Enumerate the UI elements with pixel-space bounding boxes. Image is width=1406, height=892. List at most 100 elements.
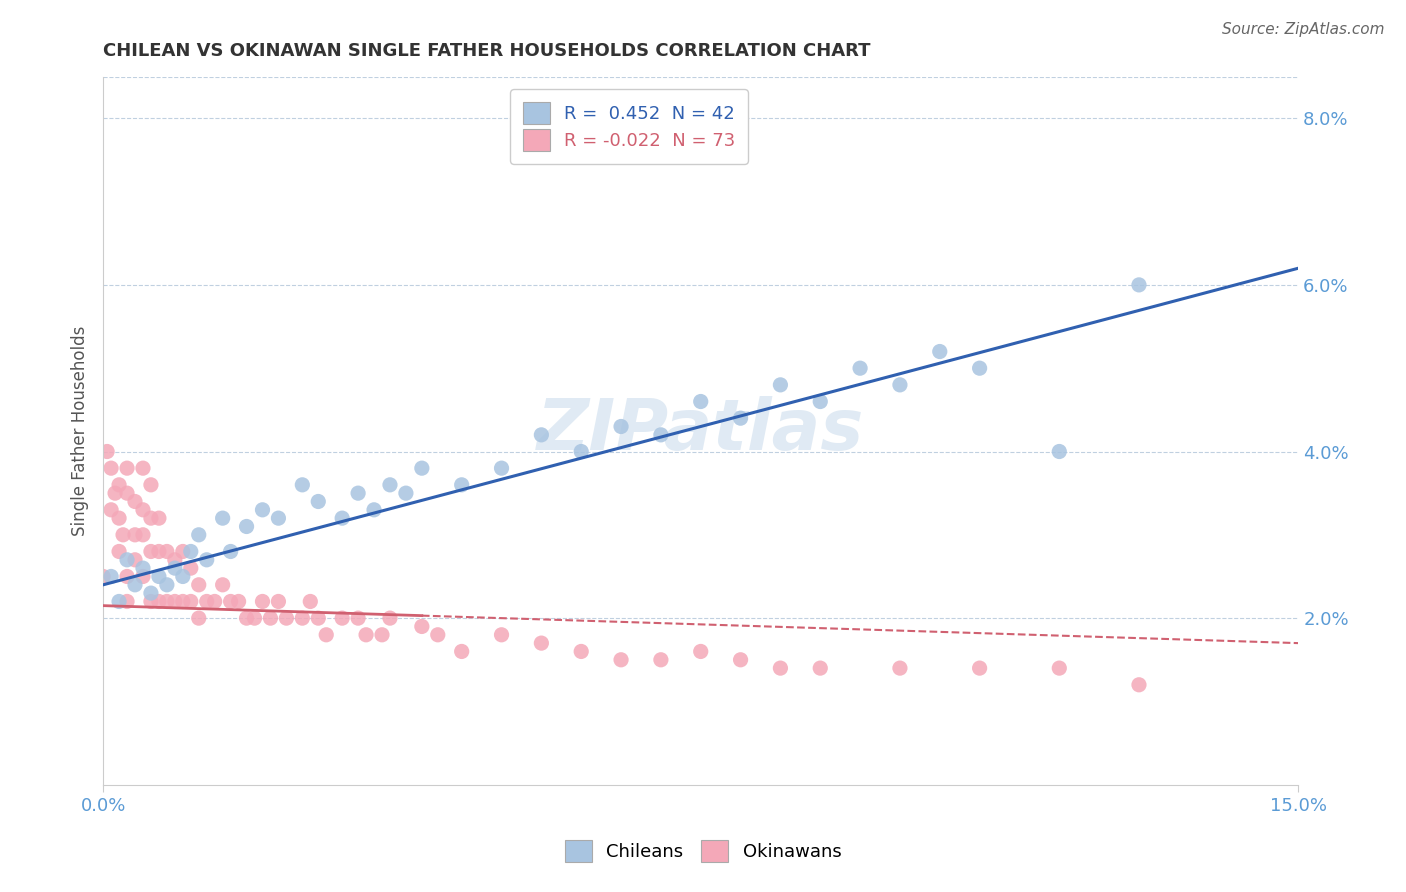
Point — [115, 569, 138, 583]
Point — [769, 377, 792, 392]
Point — [808, 661, 831, 675]
Point — [299, 594, 322, 608]
Point — [450, 478, 472, 492]
Point — [115, 553, 138, 567]
Point — [108, 511, 131, 525]
Point — [291, 478, 314, 492]
Point — [187, 528, 209, 542]
Point — [450, 644, 472, 658]
Point — [139, 511, 162, 525]
Point — [354, 628, 377, 642]
Point — [132, 528, 155, 542]
Point — [156, 544, 179, 558]
Point — [235, 519, 257, 533]
Point — [124, 553, 146, 567]
Point — [411, 619, 433, 633]
Point — [187, 578, 209, 592]
Point — [491, 628, 513, 642]
Point — [307, 494, 329, 508]
Point — [211, 578, 233, 592]
Point — [1128, 678, 1150, 692]
Point — [291, 611, 314, 625]
Point — [219, 594, 242, 608]
Point — [115, 486, 138, 500]
Point — [378, 478, 401, 492]
Point — [347, 486, 370, 500]
Point — [1047, 661, 1070, 675]
Point — [889, 661, 911, 675]
Point — [259, 611, 281, 625]
Point — [148, 544, 170, 558]
Point — [491, 461, 513, 475]
Point — [769, 661, 792, 675]
Point — [180, 561, 202, 575]
Point — [163, 594, 186, 608]
Point — [1047, 444, 1070, 458]
Point — [172, 594, 194, 608]
Point — [187, 611, 209, 625]
Point — [195, 594, 218, 608]
Point — [180, 594, 202, 608]
Point — [132, 561, 155, 575]
Point — [139, 544, 162, 558]
Point — [112, 528, 135, 542]
Point — [1128, 277, 1150, 292]
Point — [928, 344, 950, 359]
Point — [180, 544, 202, 558]
Point — [172, 544, 194, 558]
Point — [91, 569, 114, 583]
Point — [108, 478, 131, 492]
Point — [650, 653, 672, 667]
Point — [395, 486, 418, 500]
Point — [96, 444, 118, 458]
Point — [330, 611, 353, 625]
Point — [132, 503, 155, 517]
Point — [156, 594, 179, 608]
Point — [100, 569, 122, 583]
Y-axis label: Single Father Households: Single Father Households — [72, 326, 89, 536]
Point — [115, 594, 138, 608]
Point — [139, 586, 162, 600]
Point — [132, 569, 155, 583]
Point — [276, 611, 298, 625]
Point — [610, 653, 633, 667]
Point — [219, 544, 242, 558]
Point — [530, 636, 553, 650]
Point — [252, 594, 274, 608]
Point — [730, 653, 752, 667]
Point — [371, 628, 394, 642]
Point — [108, 594, 131, 608]
Point — [689, 644, 711, 658]
Point — [330, 511, 353, 525]
Point — [569, 444, 592, 458]
Point — [235, 611, 257, 625]
Point — [228, 594, 250, 608]
Point — [172, 569, 194, 583]
Point — [243, 611, 266, 625]
Point — [849, 361, 872, 376]
Point — [211, 511, 233, 525]
Point — [569, 644, 592, 658]
Point — [267, 511, 290, 525]
Point — [363, 503, 385, 517]
Point — [148, 594, 170, 608]
Point — [132, 461, 155, 475]
Point — [156, 578, 179, 592]
Point — [108, 544, 131, 558]
Point — [347, 611, 370, 625]
Point — [148, 569, 170, 583]
Point — [139, 594, 162, 608]
Text: CHILEAN VS OKINAWAN SINGLE FATHER HOUSEHOLDS CORRELATION CHART: CHILEAN VS OKINAWAN SINGLE FATHER HOUSEH… — [103, 42, 870, 60]
Point — [104, 486, 127, 500]
Point — [163, 553, 186, 567]
Point — [139, 478, 162, 492]
Text: ZIPatlas: ZIPatlas — [537, 396, 865, 465]
Point — [610, 419, 633, 434]
Legend: R =  0.452  N = 42, R = -0.022  N = 73: R = 0.452 N = 42, R = -0.022 N = 73 — [510, 89, 748, 164]
Point — [315, 628, 337, 642]
Legend: Chileans, Okinawans: Chileans, Okinawans — [557, 833, 849, 870]
Point — [195, 553, 218, 567]
Point — [426, 628, 449, 642]
Point — [100, 503, 122, 517]
Point — [100, 461, 122, 475]
